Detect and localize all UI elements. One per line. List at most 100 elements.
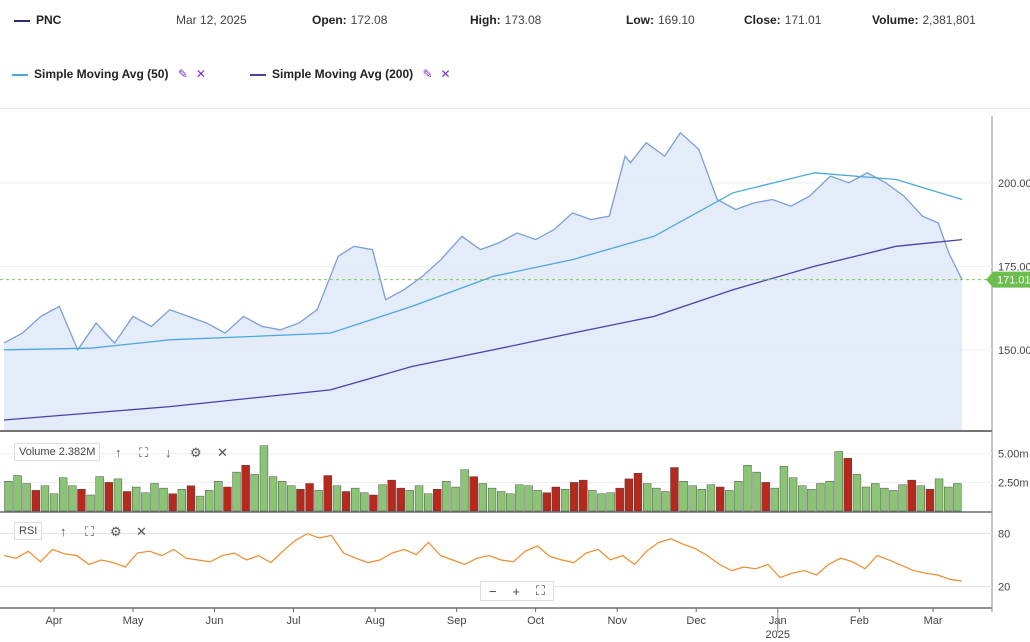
last-price-badge-label: 171.01 bbox=[997, 275, 1030, 287]
volume-value: Volume: 2,381,801 bbox=[872, 13, 976, 27]
volume-bar bbox=[643, 483, 652, 512]
volume-bar bbox=[588, 490, 597, 512]
x-tick-label: May bbox=[123, 615, 144, 627]
volume-bar bbox=[679, 481, 688, 512]
volume-bar bbox=[670, 467, 679, 512]
x-tick-label: Sep bbox=[447, 615, 467, 627]
volume-bar bbox=[697, 489, 707, 512]
volume-bar bbox=[195, 495, 205, 512]
volume-bar bbox=[615, 487, 624, 512]
zoom-fit-button[interactable]: ⛶ bbox=[535, 583, 546, 598]
volume-bar bbox=[360, 492, 369, 512]
volume-bar bbox=[186, 485, 196, 512]
volume-bar bbox=[22, 483, 31, 512]
volume-bar bbox=[278, 481, 287, 512]
open-value: Open: 172.08 bbox=[312, 13, 388, 27]
volume-bar bbox=[661, 491, 670, 512]
volume-bar bbox=[542, 492, 551, 512]
arrow-up-icon[interactable]: ↑ bbox=[60, 524, 67, 539]
sma200-line-key bbox=[250, 73, 266, 76]
volume-bar bbox=[934, 478, 944, 512]
volume-bar bbox=[104, 482, 114, 512]
volume-bar bbox=[570, 482, 579, 512]
quote-date: Mar 12, 2025 bbox=[176, 13, 247, 27]
zoom-in-button[interactable]: + bbox=[512, 583, 521, 599]
volume-bar bbox=[414, 485, 424, 512]
volume-panel-label: Volume 2.382M bbox=[14, 443, 101, 461]
volume-bar bbox=[606, 492, 615, 512]
close-icon[interactable]: ✕ bbox=[440, 67, 451, 81]
price-line bbox=[3, 131, 963, 352]
volume-bar bbox=[168, 493, 177, 512]
volume-bar bbox=[633, 473, 643, 512]
volume-bar bbox=[925, 489, 935, 512]
volume-bar bbox=[332, 485, 342, 512]
volume-bar bbox=[241, 465, 250, 512]
rsi-line bbox=[3, 532, 963, 582]
volume-bar bbox=[223, 486, 232, 512]
volume-bar bbox=[861, 486, 871, 512]
volume-bar bbox=[204, 490, 214, 512]
close-icon[interactable]: ✕ bbox=[217, 445, 228, 460]
price-y-tick-label: 150.00 bbox=[998, 345, 1030, 357]
volume-bar bbox=[816, 483, 825, 512]
volume-bar bbox=[351, 487, 360, 512]
volume-bar bbox=[323, 475, 332, 512]
volume-bar bbox=[177, 489, 186, 512]
volume-bar bbox=[86, 494, 95, 512]
arrow-down-icon[interactable]: ↓ bbox=[165, 445, 172, 460]
volume-bar bbox=[560, 489, 570, 512]
volume-bar bbox=[49, 493, 59, 512]
arrow-up-icon[interactable]: ↑ bbox=[115, 445, 122, 460]
volume-bar bbox=[259, 445, 269, 512]
volume-bar bbox=[497, 491, 506, 512]
volume-bar bbox=[843, 458, 853, 512]
x-year-label: 2025 bbox=[766, 629, 790, 641]
volume-bar bbox=[13, 475, 22, 512]
quote-header: PNC Mar 12, 2025 Open: 172.08 High: 173.08… bbox=[0, 0, 1030, 109]
zoom-out-button[interactable]: − bbox=[488, 583, 497, 599]
volume-y-tick-label: 5.00m bbox=[998, 449, 1029, 461]
sma200-line bbox=[3, 238, 963, 421]
expand-icon[interactable]: ⛶ bbox=[85, 524, 95, 539]
volume-bar bbox=[59, 477, 68, 512]
volume-bar bbox=[898, 484, 907, 512]
pencil-icon[interactable]: ✎ bbox=[177, 67, 188, 81]
x-tick-label: Apr bbox=[45, 615, 62, 627]
x-tick-label: Dec bbox=[686, 615, 706, 627]
expand-icon[interactable]: ⛶ bbox=[139, 445, 149, 460]
volume-y-tick-label: 2.50m bbox=[998, 477, 1029, 489]
close-value: Close: 171.01 bbox=[744, 13, 822, 27]
close-icon[interactable]: ✕ bbox=[195, 67, 206, 81]
pencil-icon[interactable]: ✎ bbox=[422, 67, 433, 81]
volume-bar bbox=[880, 487, 889, 512]
rsi-y-tick-label: 80 bbox=[998, 529, 1010, 541]
gear-icon[interactable]: ⚙ bbox=[110, 524, 122, 539]
volume-bar bbox=[533, 490, 542, 512]
volume-bar bbox=[424, 493, 433, 512]
high-value: High: 173.08 bbox=[470, 13, 542, 27]
indicator-sma50: Simple Moving Avg (50) ✎ ✕ bbox=[12, 67, 206, 81]
volume-bar bbox=[788, 477, 798, 512]
volume-bar bbox=[387, 479, 396, 512]
x-tick-label: Feb bbox=[850, 615, 869, 627]
volume-bar bbox=[752, 471, 761, 512]
volume-bar bbox=[214, 481, 223, 512]
volume-bar bbox=[798, 485, 807, 512]
volume-bar bbox=[770, 487, 780, 512]
gear-icon[interactable]: ⚙ bbox=[190, 445, 202, 460]
volume-bar bbox=[341, 491, 351, 512]
volume-bar bbox=[232, 471, 241, 512]
volume-bar bbox=[725, 490, 734, 512]
volume-bar bbox=[131, 486, 141, 512]
volume-bar bbox=[31, 490, 40, 512]
volume-bar bbox=[287, 485, 296, 512]
sma50-line bbox=[3, 172, 963, 351]
volume-bar bbox=[779, 466, 789, 512]
volume-bar bbox=[743, 465, 752, 512]
close-icon[interactable]: ✕ bbox=[136, 524, 147, 539]
volume-bar bbox=[579, 479, 588, 512]
volume-bar bbox=[834, 451, 843, 512]
volume-bar bbox=[68, 485, 77, 512]
